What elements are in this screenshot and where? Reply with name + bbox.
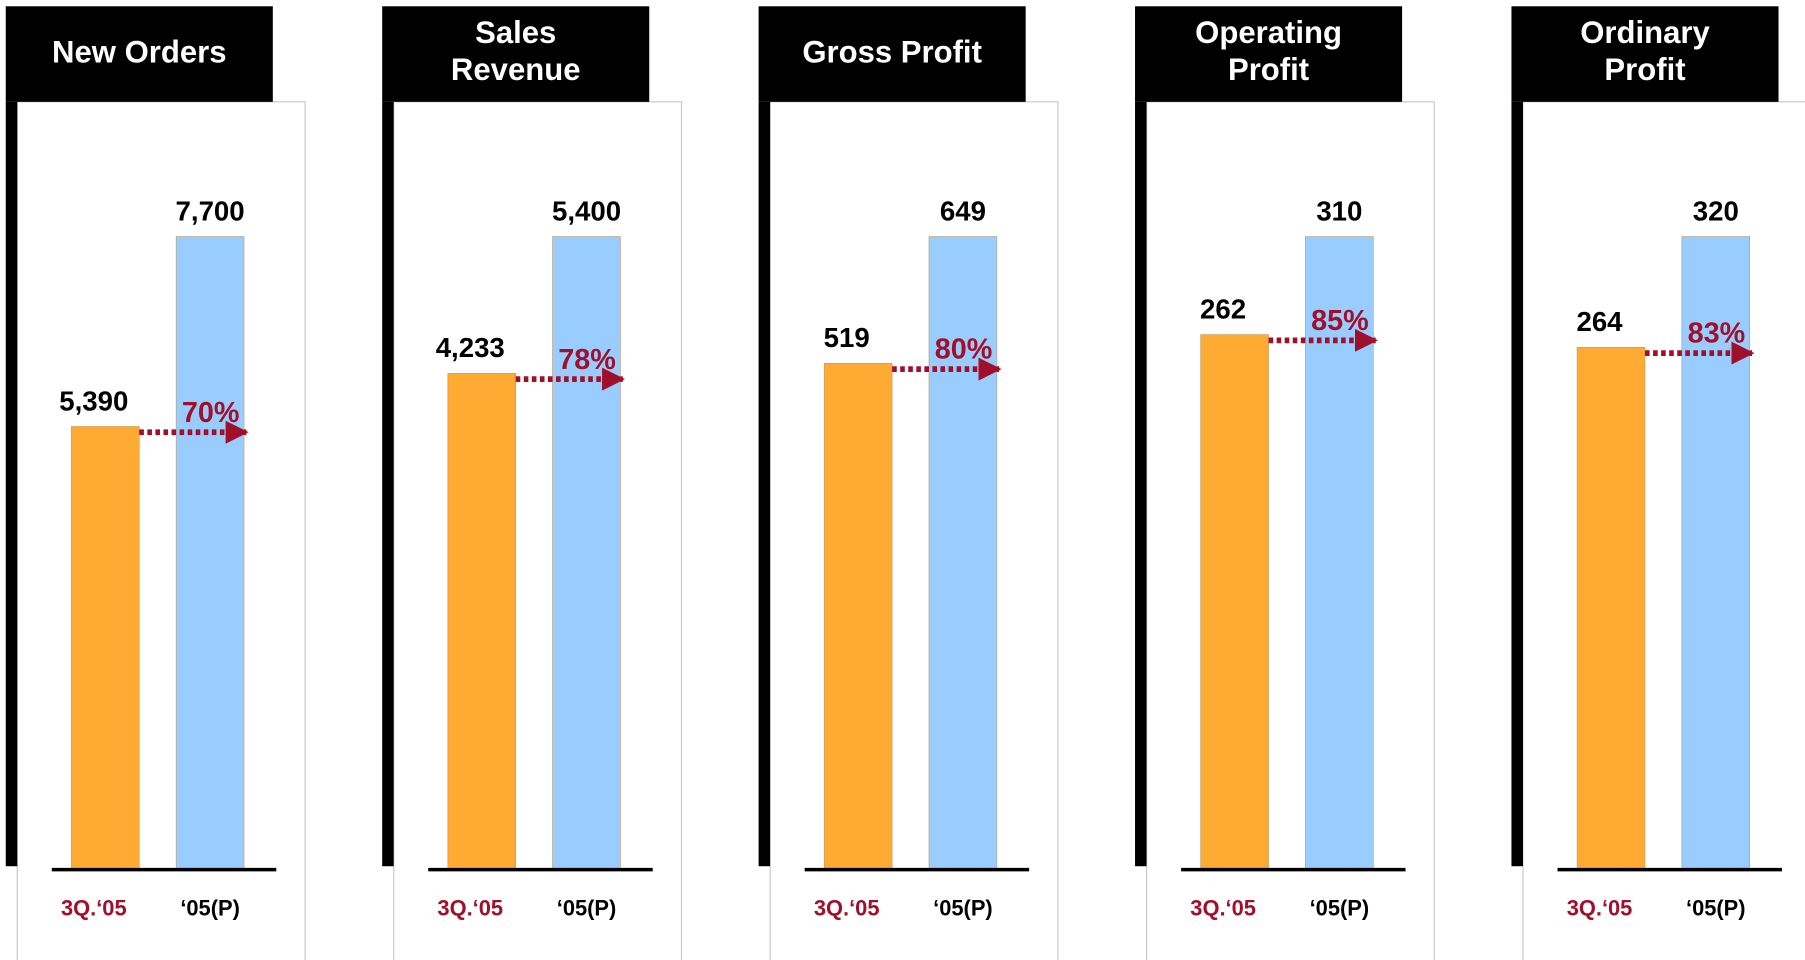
category-label: 3Q.‘05 [1190,896,1256,921]
panel-edge [1135,101,1147,867]
value-label: 264 [1576,306,1623,337]
annotation: 78% [558,344,616,376]
title-box [1511,6,1779,102]
panel-title: Revenue [451,52,581,87]
category-label: ‘05(P) [180,896,240,921]
panel-title: Operating [1195,15,1342,50]
bar [175,236,245,870]
bar [1200,334,1269,870]
panel-card [16,101,306,960]
category-label: 3Q.‘05 [1567,896,1633,921]
panel-title: Profit [1228,52,1309,87]
category-label: ‘05(P) [1686,896,1746,921]
annotation: 83% [1688,318,1746,350]
panel-card [393,101,683,960]
bar [1576,347,1646,870]
value-label: 320 [1693,195,1739,226]
panel-edge [1511,101,1523,867]
annotation: 70% [182,397,240,429]
panel: Gross Profit 519 3Q.‘05 649 ‘05(P) 80% [758,6,1059,960]
category-label: 3Q.‘05 [814,896,880,921]
panel-card [1522,101,1805,960]
value-label: 262 [1200,293,1246,324]
category-label: ‘05(P) [557,896,617,921]
panel: New Orders 5,390 3Q.‘05 7,700 ‘05(P) 70% [5,6,306,960]
panel-title: Ordinary [1580,15,1710,50]
category-label: 3Q.‘05 [61,896,127,921]
title-box [5,6,273,102]
title-box [758,6,1026,102]
category-label: ‘05(P) [1310,896,1370,921]
bar [71,426,140,870]
value-label: 7,700 [176,195,245,226]
panel-edge [5,101,18,867]
category-label: ‘05(P) [933,896,993,921]
annotation: 85% [1311,305,1369,337]
panel-edge [382,101,394,867]
value-label: 649 [940,195,986,226]
panel-title: New Orders [52,35,226,70]
category-label: 3Q.‘05 [437,896,503,921]
bar [928,236,998,870]
panel-title: Profit [1604,52,1685,87]
value-label: 310 [1316,195,1362,226]
value-label: 5,400 [552,195,621,226]
bar [823,363,893,870]
panel-title: Sales [475,15,556,50]
bar [552,236,621,870]
bar [447,373,517,870]
value-label: 519 [824,322,870,353]
panel-card [769,101,1059,960]
value-label: 4,233 [436,332,505,363]
annotation: 80% [935,334,993,366]
title-box [1135,6,1403,102]
value-label: 5,390 [59,385,128,416]
title-box [382,6,650,102]
panel-edge [758,101,771,867]
panel-card [1145,101,1435,960]
panel-title: Gross Profit [802,35,982,70]
